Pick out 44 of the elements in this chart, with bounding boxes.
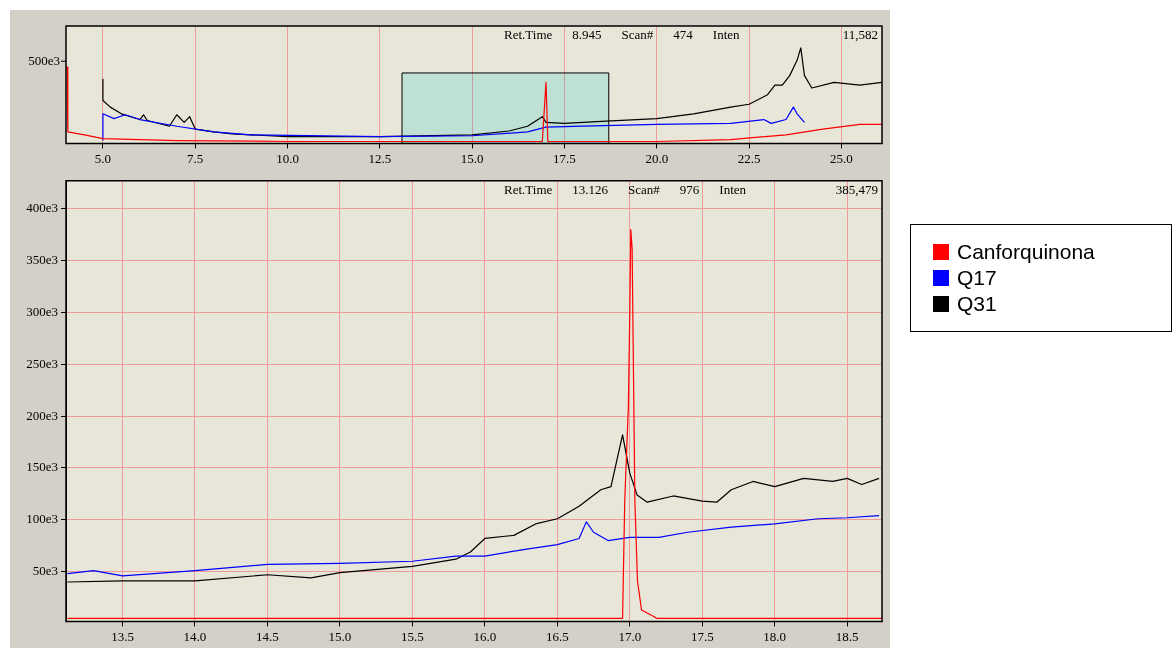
text: Scan#: [621, 26, 654, 42]
text: Ret.Time: [504, 26, 553, 42]
x-tick-label: 12.5: [368, 150, 392, 166]
x-tick-label: 25.0: [830, 150, 853, 166]
x-tick-label: 17.0: [618, 628, 642, 644]
annotation: Inten: [719, 181, 747, 197]
text: Inten: [712, 26, 741, 42]
x-tick-label: 5.0: [94, 150, 112, 166]
x-tick-label: 14.5: [256, 628, 279, 644]
legend-label: Q31: [957, 291, 997, 317]
annotation: 13.126: [572, 181, 609, 197]
x-tick-label: 15.0: [460, 150, 484, 166]
x-tick-label: 15.0: [328, 628, 352, 644]
y-tick-label: 100e3: [26, 511, 58, 527]
legend-label: Q17: [957, 265, 997, 291]
y-tick-label: 200e3: [26, 407, 58, 423]
annotation: 976: [679, 181, 700, 197]
x-tick-label: 16.0: [473, 628, 497, 644]
y-tick-label: 350e3: [26, 252, 58, 268]
x-tick-label: 16.5: [545, 628, 569, 644]
x-tick-label: 22.5: [737, 150, 761, 166]
annotation: Scan#: [628, 181, 661, 197]
x-tick-label: 18.5: [835, 628, 859, 644]
annotation: Ret.Time: [504, 181, 553, 197]
text: 11,582: [842, 26, 878, 42]
annotation: 385,479: [835, 181, 878, 197]
x-tick-label: 15.5: [401, 628, 424, 644]
y-tick-label: 50e3: [32, 563, 58, 579]
y-tick-label: 150e3: [26, 459, 58, 475]
text: 8.945: [572, 26, 602, 42]
x-tick-label: 17.5: [690, 628, 714, 644]
x-tick-label: 7.5: [187, 150, 204, 166]
x-tick-label: 18.0: [763, 628, 787, 644]
y-tick-label: 400e3: [26, 200, 58, 216]
y-tick-label: 300e3: [26, 303, 58, 319]
y-tick-label: 250e3: [26, 355, 58, 371]
x-tick-label: 10.0: [276, 150, 299, 166]
text: 500e3: [28, 52, 60, 68]
x-tick-label: 14.0: [183, 628, 207, 644]
legend-label: Canforquinona: [957, 239, 1095, 265]
x-tick-label: 13.5: [111, 628, 134, 644]
x-tick-label: 17.5: [553, 150, 576, 166]
text: 474: [673, 26, 694, 42]
x-tick-label: 20.0: [645, 150, 669, 166]
